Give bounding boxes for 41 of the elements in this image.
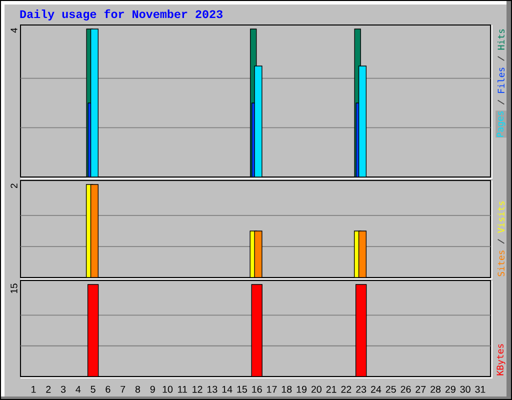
x-tick-label: 31 (475, 386, 486, 393)
text: Hits (498, 29, 504, 50)
x-tick-label: 5 (90, 386, 96, 393)
x-tick-label: 12 (192, 386, 202, 393)
x-tick-label: 30 (460, 386, 470, 393)
x-tick-label: 20 (311, 386, 322, 393)
chart-title: Daily usage for November 2023 (20, 9, 222, 21)
x-tick-label: 7 (120, 386, 126, 393)
text: Sites (498, 250, 504, 276)
x-tick-label: 22 (341, 386, 352, 393)
x-tick-label: 6 (106, 386, 110, 393)
x-tick-label: 2 (46, 386, 51, 393)
x-tick-label: 23 (356, 386, 366, 393)
x-tick-label: 11 (178, 386, 188, 393)
x-tick-label: 8 (135, 386, 140, 393)
text: KBytes (496, 344, 506, 376)
text: Pages (496, 111, 506, 137)
x-tick-label: 14 (222, 386, 232, 393)
x-tick-label: 10 (162, 386, 173, 393)
text: 15 (10, 284, 18, 294)
x-tick-label: 18 (282, 386, 292, 393)
x-tick-label: 26 (400, 386, 411, 393)
x-tick-label: 28 (430, 386, 441, 393)
x-tick-label: 1 (32, 386, 36, 393)
x-tick-label: 3 (60, 386, 66, 393)
x-tick-label: 9 (150, 386, 155, 393)
x-tick-label: 15 (237, 386, 247, 393)
x-tick-label: 24 (371, 386, 382, 393)
x-tick-label: 25 (386, 386, 396, 393)
text: 2 (10, 184, 18, 188)
text: Visits (498, 201, 504, 233)
x-tick-label: 13 (207, 386, 218, 393)
text: Files (498, 68, 505, 93)
x-tick-label: 4 (76, 386, 81, 393)
x-tick-label: 17 (267, 386, 277, 393)
x-tick-label: 21 (326, 386, 336, 393)
text: 4 (10, 28, 18, 33)
x-tick-label: 19 (296, 386, 307, 393)
x-tick-label: 29 (445, 386, 456, 393)
x-tick-label: 27 (416, 386, 426, 393)
x-tick-label: 16 (252, 386, 262, 393)
